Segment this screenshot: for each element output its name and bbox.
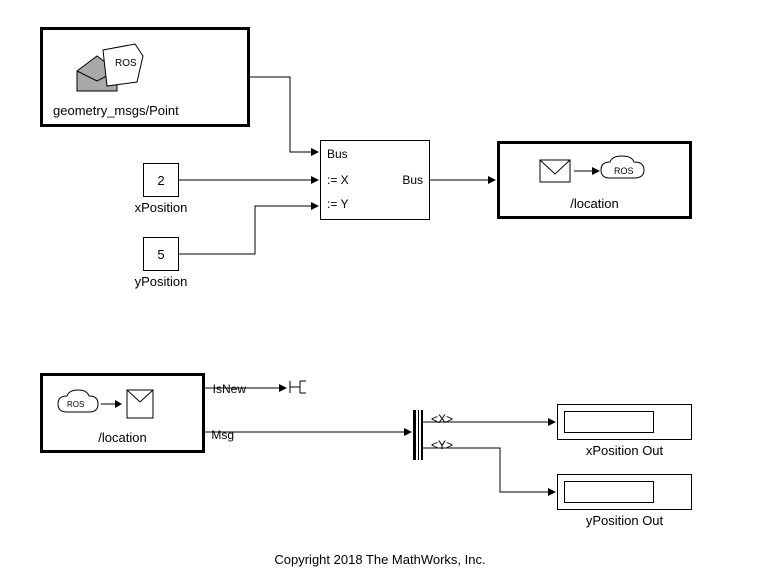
assign-x-port: := X	[327, 173, 349, 187]
ros-publish-block[interactable]: ROS /location	[497, 141, 692, 219]
ros-text-in-cloud-pub: ROS	[614, 166, 634, 176]
publish-topic-label: /location	[500, 196, 689, 211]
bus-out-port: Bus	[402, 173, 423, 187]
xposition-out-display[interactable]	[557, 404, 692, 440]
ros-subscribe-block[interactable]: ROS /location IsNew Msg	[40, 373, 205, 453]
xposition-constant-block[interactable]: 2	[143, 163, 179, 197]
bus-sel-y-label: <Y>	[431, 438, 453, 452]
ros-message-type-label: geometry_msgs/Point	[53, 103, 179, 118]
bus-assignment-block[interactable]: Bus := X := Y Bus	[320, 140, 430, 220]
assign-y-port: := Y	[327, 197, 348, 211]
subscribe-topic-label: /location	[43, 430, 202, 445]
ros-text-in-doc: ROS	[115, 58, 137, 69]
xposition-label: xPosition	[125, 200, 197, 215]
bus-sel-x-label: <X>	[431, 412, 453, 426]
yposition-value: 5	[144, 238, 178, 270]
isnew-port: IsNew	[213, 382, 246, 396]
yposition-out-label: yPosition Out	[557, 513, 692, 528]
ros-blank-message-block[interactable]: ROS geometry_msgs/Point	[40, 27, 250, 127]
yposition-label: yPosition	[125, 274, 197, 289]
yposition-out-display[interactable]	[557, 474, 692, 510]
terminator-block[interactable]	[288, 379, 308, 395]
bus-in-port: Bus	[327, 147, 348, 161]
xposition-out-label: xPosition Out	[557, 443, 692, 458]
copyright-text: Copyright 2018 The MathWorks, Inc.	[0, 552, 760, 567]
xposition-value: 2	[144, 164, 178, 196]
bus-selector-block[interactable]	[413, 410, 423, 460]
msg-port: Msg	[211, 428, 234, 442]
yposition-constant-block[interactable]: 5	[143, 237, 179, 271]
ros-text-in-cloud-sub: ROS	[67, 400, 84, 409]
